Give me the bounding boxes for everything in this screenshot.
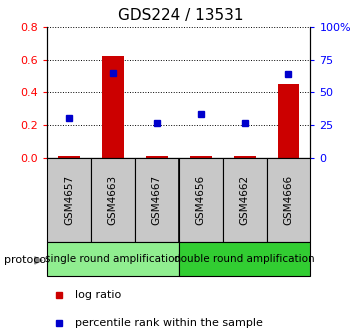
Bar (266, 158, 310, 242)
Bar (278, 84, 300, 158)
Bar (102, 56, 124, 158)
Bar (91, 158, 135, 242)
Bar (146, 156, 168, 158)
Bar (47, 158, 91, 242)
Bar (190, 156, 212, 158)
Text: double round amplification: double round amplification (174, 254, 315, 264)
Text: GDS224 / 13531: GDS224 / 13531 (118, 8, 243, 24)
Text: protocol: protocol (4, 255, 49, 265)
Text: GSM4662: GSM4662 (240, 175, 249, 225)
Bar (58, 156, 80, 158)
Text: log ratio: log ratio (75, 290, 121, 300)
Text: GSM4663: GSM4663 (108, 175, 118, 225)
Text: GSM4667: GSM4667 (152, 175, 162, 225)
Text: GSM4657: GSM4657 (64, 175, 74, 225)
Bar (47, 242, 179, 276)
Bar (135, 158, 179, 242)
Text: percentile rank within the sample: percentile rank within the sample (75, 319, 263, 328)
Text: single round amplification: single round amplification (45, 254, 181, 264)
Bar (179, 242, 310, 276)
Text: GSM4656: GSM4656 (196, 175, 206, 225)
Text: GSM4666: GSM4666 (283, 175, 293, 225)
Bar (223, 158, 266, 242)
Bar (179, 158, 223, 242)
Bar (234, 156, 256, 158)
